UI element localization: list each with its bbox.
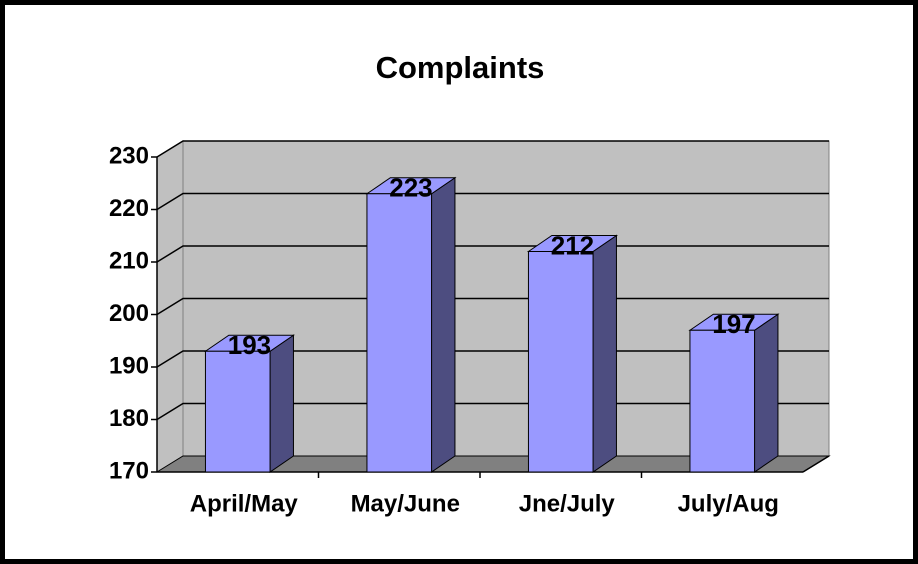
x-tick-label: April/May [190,490,299,517]
y-tick-label: 200 [109,300,149,327]
data-label: 193 [228,330,271,360]
bar [366,193,433,473]
x-tick-label: May/June [351,490,460,517]
bar-side [592,234,617,473]
y-tick-label: 210 [109,247,149,274]
chart-title: Complaints [376,50,545,85]
y-tick-label: 230 [109,142,149,169]
y-tick-label: 170 [109,457,149,484]
x-tick-label: July/Aug [678,490,779,517]
data-label: 197 [712,309,755,339]
data-label: 223 [389,173,432,203]
bar [204,350,271,473]
grid-line [156,192,829,211]
bar-side [754,313,779,473]
data-label: 212 [551,230,594,260]
bar-side [431,176,456,473]
grid-line [156,140,829,158]
y-tick-label: 190 [109,352,149,379]
x-axis-end [802,455,830,473]
x-tick-label: Jne/July [519,490,616,517]
bar [689,329,756,473]
y-tick-label: 220 [109,195,149,222]
bar-side [269,334,294,473]
y-tick-label: 180 [109,405,149,432]
bar [527,251,594,473]
